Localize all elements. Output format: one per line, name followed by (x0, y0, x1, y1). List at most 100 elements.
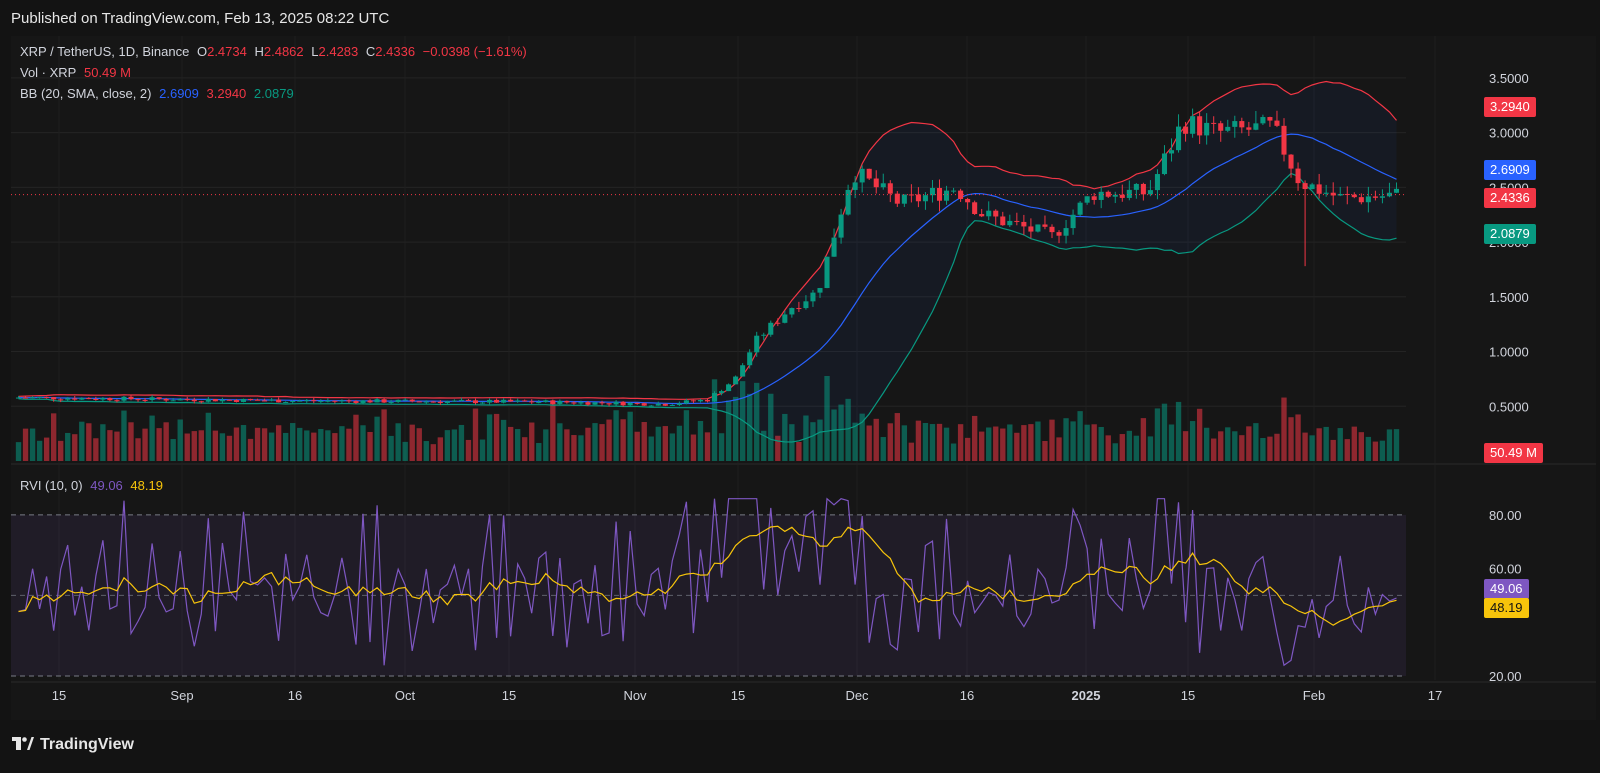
candle-body (1105, 191, 1111, 197)
chart-frame[interactable]: 3.50003.00002.50002.00001.50001.00000.50… (11, 36, 1596, 720)
candle-body (198, 401, 204, 403)
bb-basis-tag: 2.6909 (1484, 160, 1536, 180)
volume-bar (1133, 435, 1140, 461)
volume-bar (824, 376, 830, 461)
volume-bar (472, 408, 479, 461)
candle-body (972, 202, 978, 214)
volume-bar (1154, 408, 1161, 461)
volume-bar (1295, 414, 1301, 461)
candle-body (522, 400, 528, 402)
candle-body (367, 400, 373, 403)
bb-upper-line (18, 80, 1397, 400)
time-tick-label: Sep (170, 688, 193, 703)
candle-body (79, 398, 85, 400)
candle-body (951, 190, 957, 192)
volume-bar (627, 411, 633, 461)
volume-bar (543, 429, 549, 461)
volume-bar (219, 433, 226, 461)
volume-bar (1239, 435, 1245, 461)
volume-bar (1077, 411, 1083, 461)
volume-bar (29, 428, 36, 461)
candle-body (416, 401, 422, 403)
volume-bar (409, 424, 415, 461)
time-tick-label: 15 (52, 688, 66, 703)
candle-body (114, 400, 120, 402)
volume-bar (304, 430, 310, 461)
symbol-name[interactable]: XRP / TetherUS, 1D, Binance (20, 44, 190, 59)
candle-body (219, 399, 225, 402)
candle-body (339, 400, 345, 402)
volume-bar (1189, 421, 1196, 461)
volume-bar (971, 415, 978, 461)
open-label: O (196, 44, 208, 59)
candle-body (501, 399, 507, 403)
volume-bar (493, 413, 500, 461)
volume-bar (486, 414, 493, 461)
candle-body (1337, 193, 1343, 196)
candle-body (388, 402, 394, 404)
volume-bar (339, 426, 345, 461)
volume-bar (1365, 436, 1372, 461)
chart-canvas[interactable]: 3.50003.00002.50002.00001.50001.00000.50… (11, 36, 1596, 720)
volume-bar (50, 413, 57, 461)
bb-label[interactable]: BB (20, SMA, close, 2) (20, 86, 152, 101)
volume-bar (86, 423, 92, 461)
candle-body (979, 213, 985, 217)
volume-bar (198, 430, 204, 461)
volume-bar (254, 427, 261, 461)
candle-body (1084, 196, 1090, 203)
volume-bar (1211, 438, 1217, 461)
volume-bar (936, 423, 943, 461)
volume-bar (929, 424, 936, 461)
volume-bar (163, 422, 169, 461)
candle-body (655, 403, 661, 406)
volume-bar (1232, 431, 1238, 461)
volume-legend[interactable]: Vol · XRP 50.49 M (20, 65, 135, 80)
symbol-legend[interactable]: XRP / TetherUS, 1D, Binance O2.4734 H2.4… (20, 44, 531, 59)
volume-bar (1056, 437, 1062, 461)
candle-body (1281, 125, 1287, 155)
volume-bar (58, 440, 64, 461)
volume-bar (268, 432, 275, 461)
volume-bar (1274, 433, 1280, 461)
candle-body (986, 210, 992, 217)
rvi-legend[interactable]: RVI (10, 0) 49.06 48.19 (20, 478, 167, 493)
candle-body (543, 400, 549, 403)
volume-bar (1161, 403, 1168, 461)
candle-body (1190, 116, 1196, 134)
candle-body (929, 187, 936, 196)
candle-body (1365, 196, 1371, 203)
volume-bar (430, 444, 436, 461)
candle-body (775, 322, 781, 324)
candle-body (704, 399, 711, 402)
tradingview-logo[interactable]: TradingView (12, 736, 134, 754)
volume-bar (1063, 418, 1069, 461)
volume-bar (817, 419, 823, 461)
volume-bar (522, 437, 528, 461)
candle-body (747, 352, 753, 366)
candle-body (353, 401, 359, 403)
volume-label[interactable]: Vol · XRP (20, 65, 77, 80)
candle-body (711, 393, 718, 402)
candle-body (487, 399, 493, 403)
volume-bar (669, 433, 676, 461)
bb-fill (18, 81, 1397, 442)
volume-bar (451, 429, 458, 461)
candle-body (768, 322, 774, 335)
candle-body (402, 399, 408, 401)
volume-bar (732, 396, 739, 461)
candle-body (325, 400, 331, 402)
bb-legend[interactable]: BB (20, SMA, close, 2) 2.6909 3.2940 2.0… (20, 86, 298, 101)
volume-bar (1014, 432, 1020, 461)
volume-bar (374, 416, 380, 461)
rvi-label[interactable]: RVI (10, 0) (20, 478, 83, 493)
candle-body (1077, 202, 1083, 215)
volume-bar (796, 441, 802, 461)
candle-body (23, 397, 29, 399)
volume-bar (986, 427, 992, 461)
volume-bar (536, 443, 542, 461)
candle-body (859, 168, 865, 183)
volume-bar (72, 434, 78, 461)
volume-bar (465, 439, 472, 461)
rvi-signal-tag: 48.19 (1484, 598, 1529, 618)
